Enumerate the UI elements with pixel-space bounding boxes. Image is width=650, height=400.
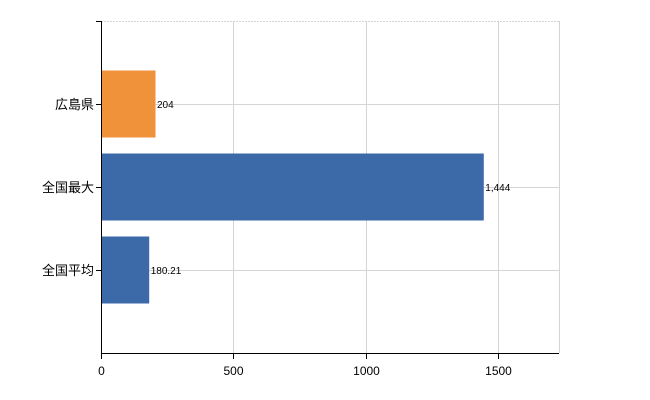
data-label-3: 180.21 (151, 266, 182, 277)
category-label-1: 広島県 (55, 98, 94, 113)
label-layer: 204 広島県 1,444 全国最大 180.21 全国平均 0 500 1000 1500 (42, 98, 512, 378)
category-label-2: 全国最大 (42, 180, 94, 196)
bar-layer (101, 70, 484, 304)
x-tick-label-1000: 1000 (353, 364, 380, 378)
axis-layer (96, 21, 559, 359)
data-label-2: 1,444 (485, 183, 510, 194)
bar-1 (101, 70, 156, 138)
x-tick-label-0: 0 (98, 364, 105, 378)
bar-3 (101, 236, 150, 304)
x-tick-label-500: 500 (223, 364, 243, 378)
data-label-1: 204 (157, 100, 174, 111)
x-tick-label-1500: 1500 (485, 364, 512, 378)
category-label-3: 全国平均 (42, 263, 94, 279)
bar-2 (101, 153, 484, 221)
